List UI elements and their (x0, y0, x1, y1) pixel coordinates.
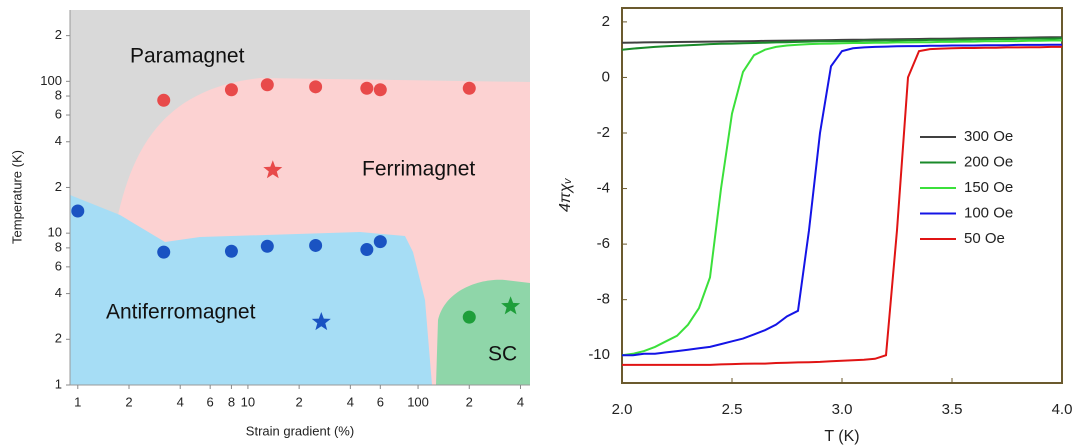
x-tick-label: 4 (347, 394, 354, 409)
annotation: SC (488, 343, 517, 366)
line-series (621, 39, 1062, 357)
point (157, 245, 171, 259)
x-tick-label: 6 (377, 394, 384, 409)
point (260, 78, 274, 92)
x-tick-label: 6 (207, 394, 214, 409)
y-tick-label: 1 (55, 376, 62, 391)
x-tick-label: 2.5 (722, 401, 743, 418)
x-tick-label: 3.0 (832, 401, 853, 418)
legend-label: 100 Oe (964, 204, 1013, 221)
point (71, 204, 85, 218)
y-tick-label: 2 (602, 13, 610, 30)
legend-label: 200 Oe (964, 153, 1013, 170)
x-tick-label: 2 (466, 394, 473, 409)
y-tick-label: 100 (40, 73, 62, 88)
legend-label: 150 Oe (964, 179, 1013, 196)
star-point (501, 296, 521, 315)
y-tick-label: 2 (55, 331, 62, 346)
x-tick-label: 4 (177, 394, 184, 409)
point (462, 81, 476, 95)
y-tick-label: 6 (55, 106, 62, 121)
point (360, 243, 374, 257)
star-point (263, 160, 283, 179)
x-tick-label: 1 (74, 394, 81, 409)
annotation: Paramagnet (130, 45, 245, 68)
y-tick-label: -2 (597, 124, 610, 141)
y-axis-title: 4πχᵥ (557, 178, 574, 212)
y-axis-title: Temperature (K) (9, 150, 24, 244)
y-tick-label: 0 (602, 68, 610, 85)
x-axis-title: T (K) (824, 428, 859, 445)
x-axis-title: Strain gradient (%) (246, 423, 354, 438)
y-tick-label: -10 (588, 346, 610, 363)
point (224, 83, 238, 97)
x-tick-label: 2.0 (612, 401, 633, 418)
x-tick-label: 2 (125, 394, 132, 409)
y-tick-label: 2 (55, 179, 62, 194)
antiferromagnet-region (70, 195, 432, 385)
y-tick-label: 4 (55, 285, 62, 300)
y-tick-label: 6 (55, 258, 62, 273)
line-series (621, 37, 1063, 51)
point (224, 244, 238, 258)
x-tick-label: 3.5 (942, 401, 963, 418)
y-tick-label: 4 (55, 133, 62, 148)
x-tick-label: 8 (228, 394, 235, 409)
legend-label: 300 Oe (964, 128, 1013, 145)
point (260, 239, 274, 253)
star-point (311, 312, 331, 331)
annotation: Antiferromagnet (106, 301, 256, 324)
legend-label: 50 Oe (964, 230, 1005, 247)
y-tick-label: -8 (597, 291, 610, 308)
x-tick-label: 10 (241, 394, 255, 409)
y-tick-label: -6 (597, 235, 610, 252)
point (360, 81, 374, 95)
point (373, 83, 387, 97)
y-tick-label: -4 (597, 180, 610, 197)
line-series (622, 45, 1062, 366)
point (157, 93, 171, 107)
point (309, 238, 323, 252)
y-tick-label: 10 (48, 225, 62, 240)
y-tick-label: 8 (55, 87, 62, 102)
point (462, 310, 476, 324)
line-series (622, 43, 1062, 357)
x-tick-label: 4.0 (1052, 401, 1073, 418)
y-tick-label: 2 (55, 27, 62, 42)
annotation: Ferrimagnet (362, 158, 475, 181)
point (309, 80, 323, 94)
x-tick-label: 100 (407, 394, 429, 409)
line-series (621, 36, 1063, 44)
x-tick-label: 4 (517, 394, 524, 409)
y-tick-label: 8 (55, 239, 62, 254)
x-tick-label: 2 (296, 394, 303, 409)
point (373, 235, 387, 249)
